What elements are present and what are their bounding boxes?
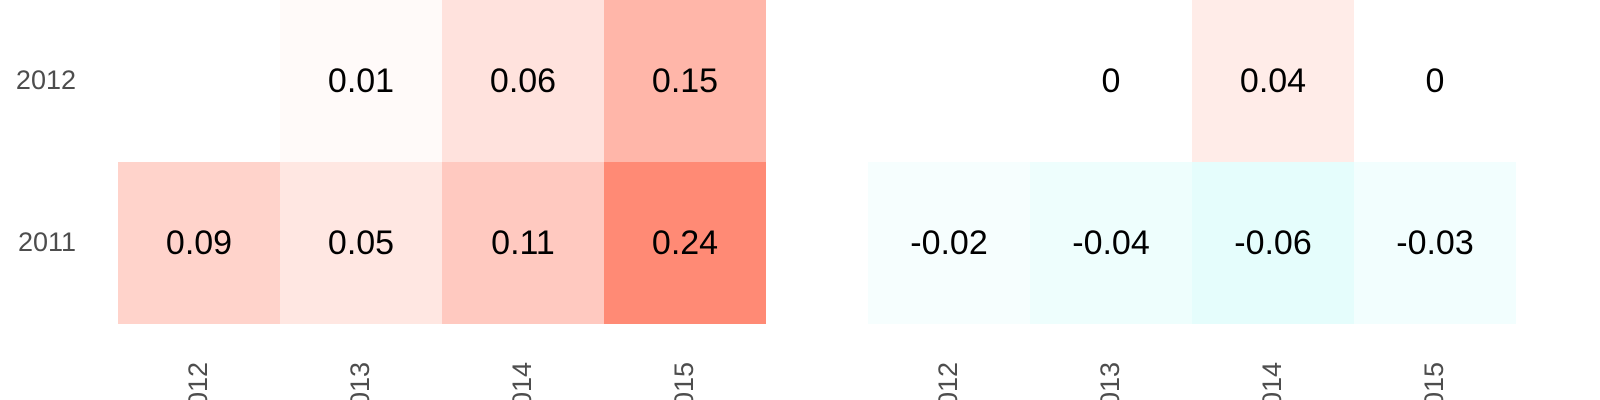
cell-label: 0 [1102,62,1121,100]
x-tick-label: 2014 [1257,362,1287,400]
x-tick-label: 2015 [1419,362,1449,400]
x-tick-label: 2015 [669,362,699,400]
x-tick-label: 2013 [1095,362,1125,400]
x-tick-label: 2014 [507,362,537,400]
cell-label: 0.05 [328,224,394,262]
heatmap-cell [1354,162,1516,324]
cell-label: -0.04 [1072,224,1150,262]
heatmap-cell [604,0,766,162]
cell-label: 0 [1426,62,1445,100]
heatmap-cell [1192,0,1354,162]
cell-label: 0.24 [652,224,718,262]
cell-label: 0.15 [652,62,718,100]
x-tick-label: 2012 [933,362,963,400]
x-tick-label: 2013 [345,362,375,400]
heatmap-cell [1030,162,1192,324]
cell-label: 0.11 [491,224,555,262]
cell-label: -0.02 [910,224,988,262]
heatmap-cell [280,162,442,324]
heatmap-cell [868,162,1030,324]
cell-label: 0.09 [166,224,232,262]
heatmap-cell [1192,162,1354,324]
y-tick-label: 2012 [16,65,76,95]
heatmap-cell [604,162,766,324]
heatmap-cell [118,162,280,324]
heatmap-cell [280,0,442,162]
heatmap-cell [1030,0,1192,162]
heatmap-cell [442,162,604,324]
cell-label: 0.01 [328,62,394,100]
x-tick-label: 2012 [183,362,213,400]
cell-label: 0.04 [1240,62,1306,100]
heatmap-cell [1354,0,1516,162]
y-tick-label: 2011 [18,227,76,257]
cell-label: -0.03 [1396,224,1474,262]
cell-label: 0.06 [490,62,556,100]
cell-label: -0.06 [1234,224,1312,262]
heatmap-cell [442,0,604,162]
